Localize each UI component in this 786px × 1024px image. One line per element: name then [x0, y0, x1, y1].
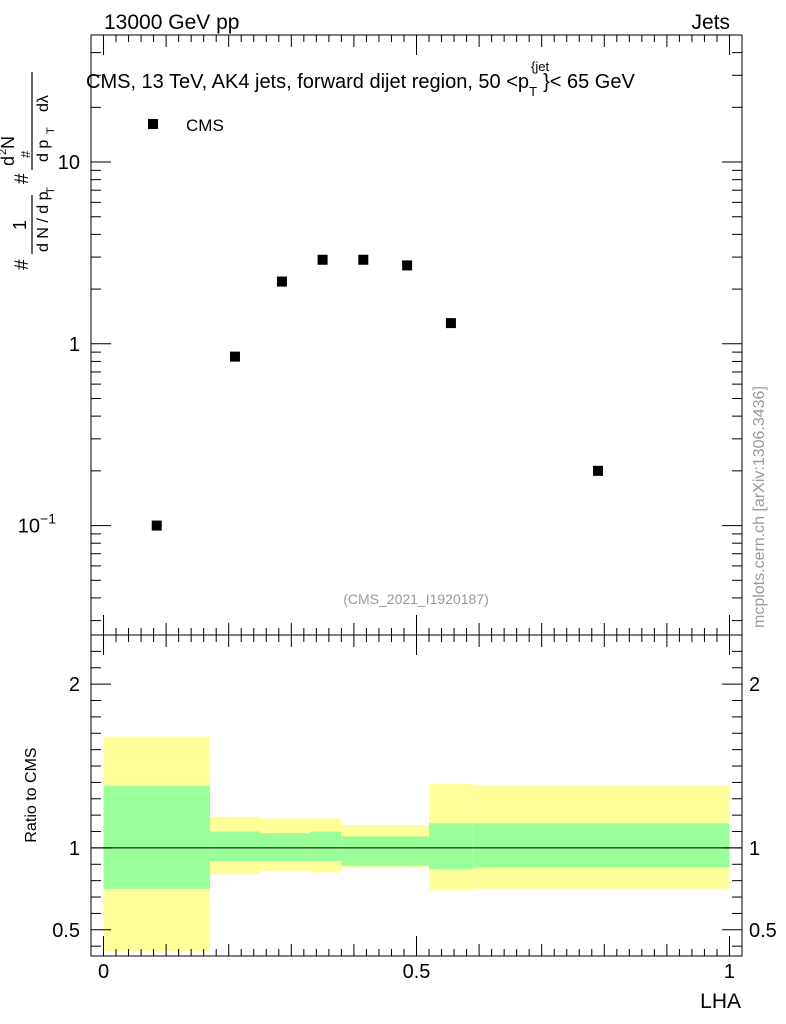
inner-uncertainty-band: [472, 823, 730, 868]
x-tick-label: 1: [724, 961, 735, 983]
svg-text:d p: d p: [35, 140, 52, 162]
plot-title-tail: }< 65 GeV: [543, 71, 635, 93]
data-point: [151, 520, 162, 531]
x-tick-label: 0.5: [403, 961, 431, 983]
main-y-tick-labels: 10−1 1 10: [18, 152, 80, 538]
svg-text:#: #: [18, 150, 33, 158]
legend-marker: [148, 119, 158, 129]
plot-title-sup: {jet: [531, 59, 549, 74]
ratio-y-tick-label-right: 0.5: [749, 920, 777, 942]
ratio-bands: [103, 736, 730, 952]
x-axis-label: LHA: [700, 990, 741, 1013]
svg-text:T: T: [45, 187, 57, 194]
ratio-y-tick-label-left: 1: [69, 838, 80, 860]
svg-text:1: 1: [10, 220, 30, 230]
main-ticks: [91, 34, 742, 635]
data-point: [276, 276, 287, 287]
energy-label: 13000 GeV pp: [104, 11, 239, 34]
x-tick-label: 0: [98, 961, 109, 983]
ratio-panel: 0.5 0.51 12 2 0 0.5 1 Ratio to CMS LHA: [23, 634, 777, 1013]
ratio-y-tick-label-right: 2: [749, 674, 760, 696]
inner-uncertainty-band: [209, 831, 261, 862]
category-label: Jets: [691, 11, 730, 34]
data-point: [445, 318, 456, 329]
main-y-axis-label: # 1 d N / d p T # d 2 N d p T # dλ: [0, 72, 57, 270]
data-point: [317, 254, 328, 265]
svg-text:#: #: [12, 259, 33, 270]
plot-title: CMS, 13 TeV, AK4 jets, forward dijet reg…: [86, 59, 635, 99]
x-tick-labels: 0 0.5 1: [98, 961, 735, 983]
source-label: mcplots.cern.ch [arXiv:1306.3436]: [751, 386, 768, 628]
ratio-y-tick-label-left: 2: [69, 674, 80, 696]
ratio-y-axis-label: Ratio to CMS: [23, 747, 40, 842]
data-point: [358, 254, 369, 265]
main-y-tick-label: 10−1: [18, 511, 56, 538]
ratio-y-tick-labels: 0.5 0.5 1 1 2 2: [52, 674, 777, 942]
main-y-tick-label: 1: [69, 334, 80, 356]
ratio-y-tick-label-left: 0.5: [52, 920, 80, 942]
data-point: [593, 465, 604, 476]
svg-text:2: 2: [0, 149, 9, 155]
inner-uncertainty-band: [103, 785, 210, 889]
main-points: [151, 254, 604, 531]
ratio-y-tick-label-right: 1: [749, 838, 760, 860]
inner-uncertainty-band: [260, 833, 311, 862]
inner-uncertainty-band: [310, 831, 342, 862]
plot-title-sub: T: [529, 84, 537, 99]
legend-label: CMS: [186, 116, 224, 135]
svg-text:d N / d p: d N / d p: [35, 191, 52, 252]
svg-text:d: d: [0, 156, 18, 166]
data-point: [229, 351, 240, 362]
data-point: [402, 260, 413, 271]
analysis-id: (CMS_2021_I1920187): [343, 591, 489, 607]
svg-text:N: N: [0, 136, 18, 149]
svg-text:dλ: dλ: [35, 95, 52, 112]
inner-uncertainty-band: [429, 823, 473, 870]
inner-uncertainty-band: [341, 836, 430, 866]
plot-title-main: CMS, 13 TeV, AK4 jets, forward dijet reg…: [86, 71, 529, 93]
main-y-tick-label: 10: [58, 152, 80, 174]
ratio-ticks: [91, 635, 742, 956]
svg-text:T: T: [45, 127, 57, 134]
svg-text:#: #: [12, 173, 33, 184]
main-panel: 10−1 1 10 CMS, 13 TeV, AK4 jets, forward d…: [0, 34, 743, 636]
